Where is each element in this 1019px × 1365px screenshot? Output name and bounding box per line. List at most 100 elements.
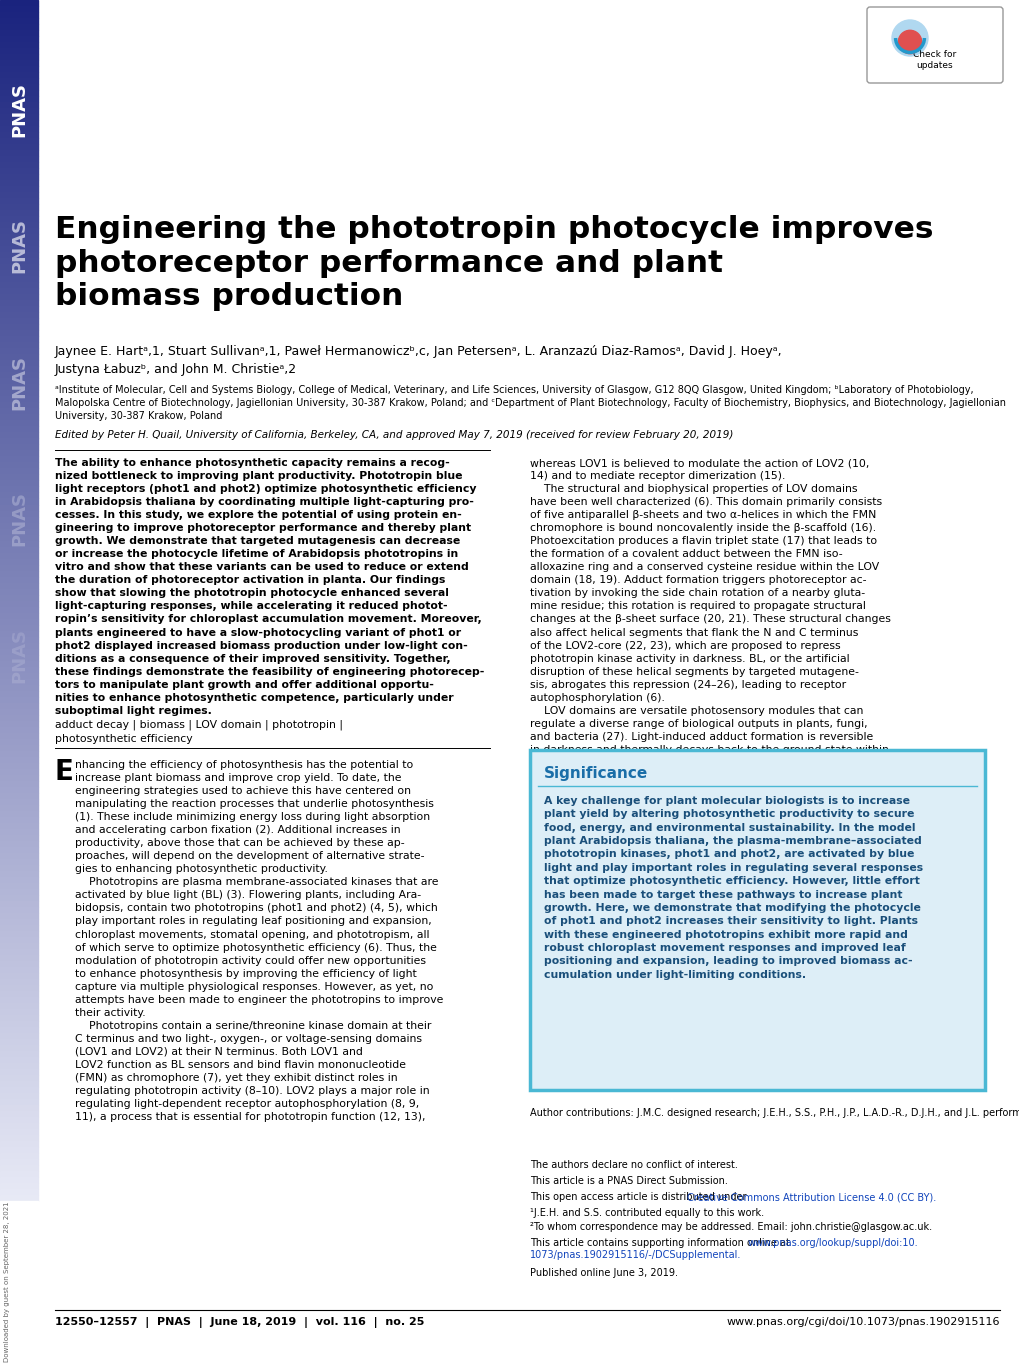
Bar (0, 270, 38, 276)
Bar (0, 643, 38, 648)
Bar (0, 1153, 38, 1159)
Bar (0, 198, 38, 205)
Bar (0, 763, 38, 768)
Bar (0, 498, 38, 505)
Bar (0, 180, 38, 186)
Bar (0, 205, 38, 210)
Bar (0, 25, 38, 30)
Bar (0, 751, 38, 756)
Bar (0, 295, 38, 300)
Bar (0, 463, 38, 468)
Bar (0, 48, 38, 55)
Text: Edited by Peter H. Quail, University of California, Berkeley, CA, and approved M: Edited by Peter H. Quail, University of … (55, 430, 733, 440)
Bar (0, 691, 38, 696)
Bar (0, 493, 38, 498)
Bar (0, 715, 38, 721)
Bar (0, 85, 38, 90)
Bar (0, 55, 38, 60)
Text: A key challenge for plant molecular biologists is to increase
plant yield by alt: A key challenge for plant molecular biol… (543, 796, 922, 980)
Bar (0, 1196, 38, 1201)
Bar (0, 726, 38, 733)
Bar (0, 168, 38, 175)
Bar (0, 403, 38, 408)
Bar (0, 1051, 38, 1057)
Bar (0, 919, 38, 925)
Bar (0, 756, 38, 763)
Bar (0, 876, 38, 883)
Text: whereas LOV1 is believed to modulate the action of LOV2 (10,
14) and to mediate : whereas LOV1 is believed to modulate the… (530, 459, 890, 755)
Bar (0, 1063, 38, 1069)
Text: Creative Commons Attribution License 4.0 (CC BY).: Creative Commons Attribution License 4.0… (687, 1192, 935, 1203)
Bar (0, 1129, 38, 1136)
Bar (0, 816, 38, 823)
Text: E: E (55, 758, 73, 786)
Bar (0, 1081, 38, 1087)
Bar (0, 126, 38, 132)
Bar (0, 313, 38, 318)
Bar (0, 366, 38, 373)
Bar (0, 1177, 38, 1183)
Bar (0, 408, 38, 415)
Bar (0, 673, 38, 678)
Bar (0, 895, 38, 901)
Bar (0, 1069, 38, 1076)
Bar (0, 883, 38, 889)
Bar (0, 415, 38, 420)
Bar (0, 846, 38, 853)
Bar (0, 786, 38, 793)
Bar (0, 283, 38, 288)
Bar (0, 438, 38, 445)
Bar (0, 853, 38, 859)
FancyBboxPatch shape (530, 749, 984, 1091)
Text: PNAS: PNAS (10, 491, 28, 546)
Bar (0, 558, 38, 565)
Bar (0, 733, 38, 738)
Bar (0, 330, 38, 336)
Text: www.pnas.org/cgi/doi/10.1073/pnas.1902915116: www.pnas.org/cgi/doi/10.1073/pnas.190291… (726, 1317, 999, 1327)
Bar (0, 625, 38, 631)
Bar (0, 1033, 38, 1039)
Bar (0, 216, 38, 222)
Bar (0, 966, 38, 973)
Bar (0, 210, 38, 216)
Bar (0, 606, 38, 613)
Text: nhancing the efficiency of photosynthesis has the potential to
increase plant bi: nhancing the efficiency of photosynthesi… (75, 760, 443, 1122)
Bar (0, 576, 38, 583)
Bar (0, 805, 38, 811)
Text: adduct decay | biomass | LOV domain | phototropin |
photosynthetic efficiency: adduct decay | biomass | LOV domain | ph… (55, 719, 342, 744)
Bar (0, 450, 38, 456)
Text: Check for
updates: Check for updates (912, 51, 956, 70)
Bar (0, 420, 38, 426)
Bar (0, 138, 38, 145)
Text: Engineering the phototropin photocycle improves
photoreceptor performance and pl: Engineering the phototropin photocycle i… (55, 216, 932, 311)
Text: PNAS: PNAS (10, 355, 28, 410)
Text: Author contributions: J.M.C. designed research; J.E.H., S.S., P.H., J.P., L.A.D.: Author contributions: J.M.C. designed re… (530, 1108, 1019, 1118)
Text: Significance: Significance (543, 766, 648, 781)
Circle shape (892, 20, 927, 56)
Bar (0, 265, 38, 270)
Bar (0, 175, 38, 180)
Bar (0, 475, 38, 480)
Bar (0, 102, 38, 108)
Bar (0, 768, 38, 775)
Bar (0, 18, 38, 25)
Bar (0, 30, 38, 35)
Bar (0, 456, 38, 463)
Bar (0, 565, 38, 571)
FancyBboxPatch shape (866, 7, 1002, 83)
Bar (0, 246, 38, 253)
Bar (0, 186, 38, 192)
Text: PNAS: PNAS (10, 82, 28, 136)
Bar (0, 66, 38, 72)
Bar (0, 1111, 38, 1117)
Bar (0, 648, 38, 655)
Bar (0, 373, 38, 378)
Bar (0, 1159, 38, 1166)
Bar (0, 541, 38, 546)
Bar (0, 528, 38, 535)
Bar (0, 943, 38, 949)
Bar (0, 636, 38, 643)
Bar (0, 78, 38, 85)
Bar (0, 1147, 38, 1153)
Bar (0, 355, 38, 360)
